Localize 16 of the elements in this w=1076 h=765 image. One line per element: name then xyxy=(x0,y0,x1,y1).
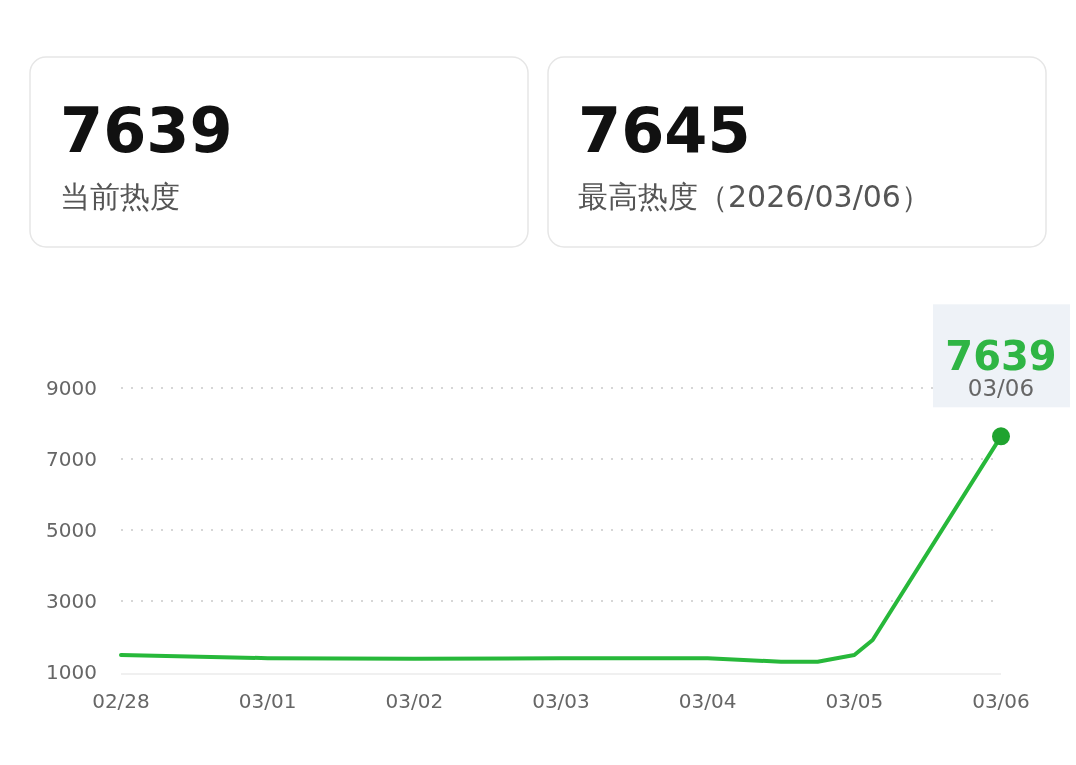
x-tick-label: 02/28 xyxy=(92,689,150,713)
y-tick-label: 5000 xyxy=(46,518,97,542)
y-tick-label: 9000 xyxy=(46,376,97,400)
text: 7639 xyxy=(60,94,233,167)
x-tick-label: 03/06 xyxy=(972,689,1030,713)
y-tick-label: 3000 xyxy=(46,589,97,613)
text: 当前热度 xyxy=(60,179,180,214)
x-tick-label: 03/04 xyxy=(678,689,737,713)
text: 7645 xyxy=(578,94,751,167)
x-tick-label: 03/03 xyxy=(532,689,590,713)
x-tick-label: 03/05 xyxy=(825,689,884,713)
text: 最高热度（2026/03/06） xyxy=(578,179,931,214)
y-tick-label: 1000 xyxy=(46,660,97,684)
x-tick-label: 03/01 xyxy=(238,689,297,713)
x-tick-label: 03/02 xyxy=(385,689,444,713)
y-tick-label: 7000 xyxy=(46,447,97,471)
